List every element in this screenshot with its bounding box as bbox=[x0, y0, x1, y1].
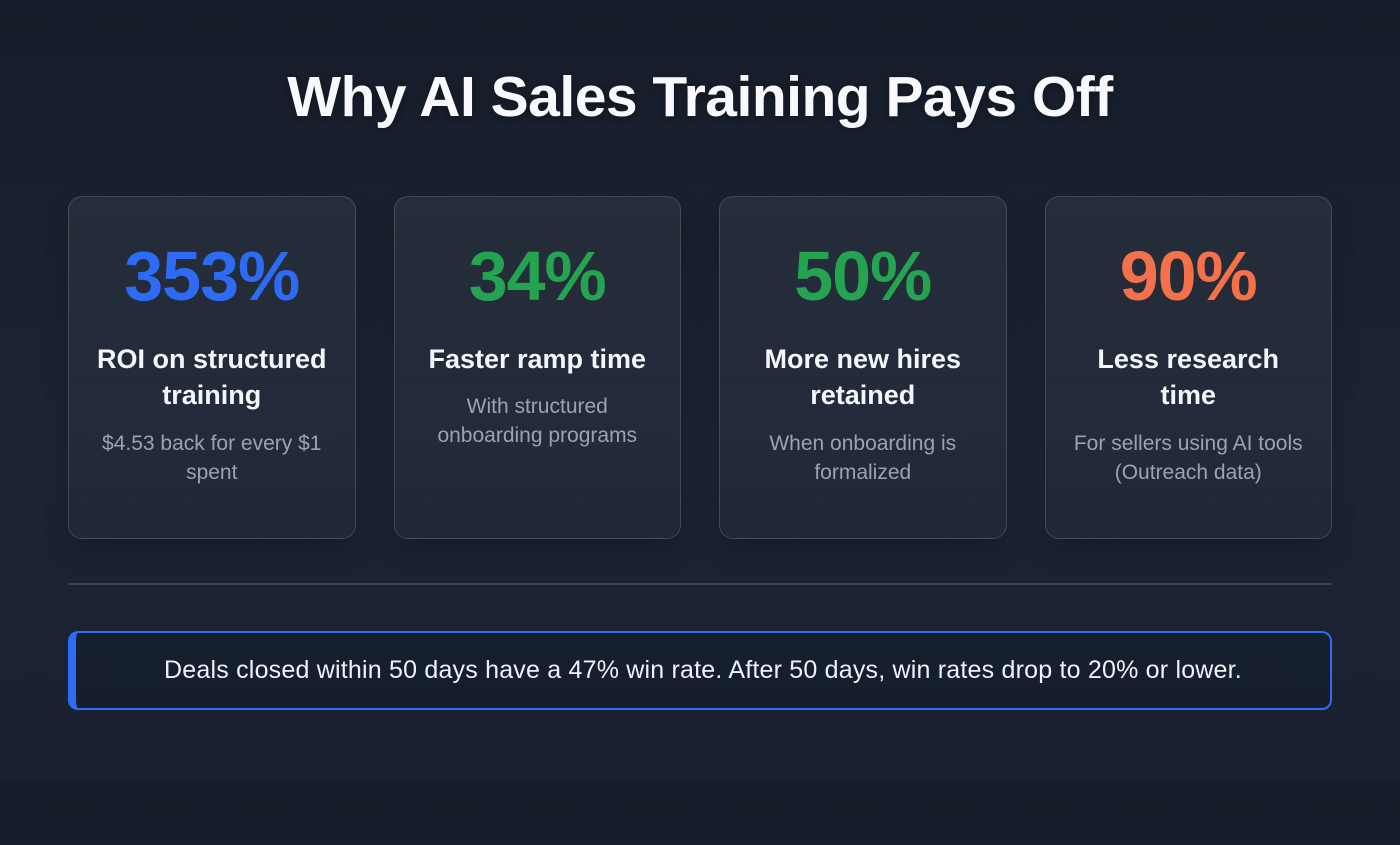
stat-card-research-time: 90% Less research time For sellers using… bbox=[1044, 196, 1332, 539]
stat-sublabel: $4.53 back for every $1 spent bbox=[102, 431, 322, 484]
stat-sublabel: When onboarding is formalized bbox=[769, 431, 957, 484]
stat-sublabel: For sellers using AI tools (Outreach dat… bbox=[1073, 431, 1303, 484]
stat-value: 34% bbox=[468, 237, 607, 315]
infographic-page: Why AI Sales Training Pays Off 353% ROI … bbox=[0, 64, 1400, 845]
stat-label: More new hires retained bbox=[764, 344, 962, 411]
stat-cards-row: 353% ROI on structured training $4.53 ba… bbox=[0, 196, 1400, 539]
callout-box: Deals closed within 50 days have a 47% w… bbox=[68, 631, 1332, 710]
stat-card-retention: 50% More new hires retained When onboard… bbox=[719, 196, 1007, 539]
stat-label: ROI on structured training bbox=[96, 344, 327, 411]
callout-text: Deals closed within 50 days have a 47% w… bbox=[164, 656, 1242, 684]
stat-card-ramp-time: 34% Faster ramp time With structured onb… bbox=[393, 196, 681, 539]
stat-label: Less research time bbox=[1097, 344, 1280, 411]
stat-value: 50% bbox=[794, 237, 932, 315]
page-title: Why AI Sales Training Pays Off bbox=[287, 65, 1113, 129]
stat-sublabel: With structured onboarding programs bbox=[437, 395, 638, 448]
divider bbox=[68, 583, 1332, 585]
stat-card-roi: 353% ROI on structured training $4.53 ba… bbox=[68, 196, 356, 539]
stat-label: Faster ramp time bbox=[428, 344, 647, 374]
stat-value: 353% bbox=[124, 237, 300, 315]
stat-value: 90% bbox=[1119, 237, 1258, 315]
